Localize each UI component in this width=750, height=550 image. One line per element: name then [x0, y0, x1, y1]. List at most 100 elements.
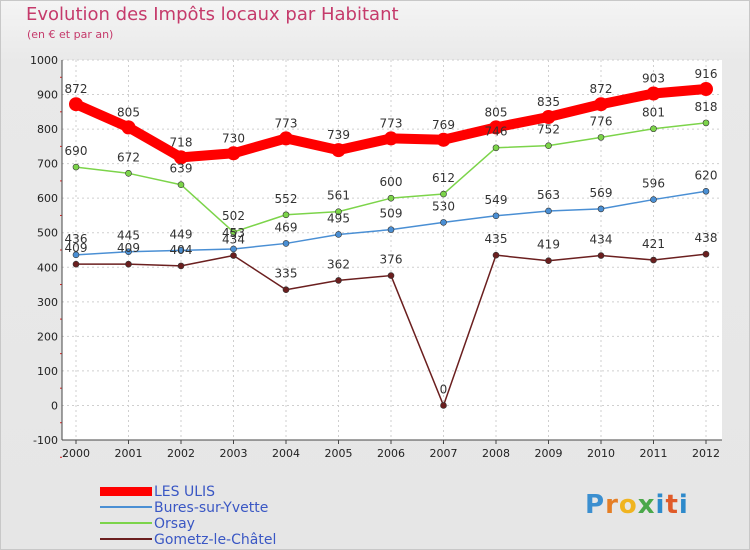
- data-point-orsay: [387, 194, 395, 202]
- data-label-les-ulis: 903: [642, 72, 665, 86]
- data-point-bures-sur-yvette: [702, 187, 710, 195]
- data-point-les-ulis: [331, 143, 346, 158]
- data-point-les-ulis: [436, 132, 451, 147]
- data-label-les-ulis: 739: [327, 128, 350, 142]
- data-label-les-ulis: 805: [485, 105, 508, 119]
- chart-subtitle: (en € et par an): [27, 28, 114, 41]
- logo-letter: t: [665, 490, 679, 520]
- x-tick-label: 2006: [377, 447, 405, 460]
- data-label-gometz-le-chatel: 435: [485, 232, 508, 246]
- data-point-les-ulis: [121, 120, 136, 135]
- data-label-orsay: 672: [117, 150, 140, 164]
- data-point-bures-sur-yvette: [597, 205, 605, 213]
- data-point-orsay: [335, 208, 342, 215]
- data-label-orsay: 552: [275, 192, 298, 206]
- data-label-les-ulis: 730: [222, 131, 245, 145]
- data-label-orsay: 801: [642, 106, 665, 120]
- data-label-orsay: 690: [65, 144, 88, 158]
- data-point-gometz-le-chatel: [335, 277, 342, 284]
- legend-swatch: [100, 487, 152, 496]
- data-label-orsay: 818: [695, 100, 718, 114]
- data-point-les-ulis: [594, 97, 608, 112]
- data-label-les-ulis: 805: [117, 105, 140, 119]
- x-tick-label: 2008: [482, 447, 510, 460]
- data-label-les-ulis: 835: [537, 95, 560, 109]
- data-point-bures-sur-yvette: [282, 240, 290, 247]
- data-label-les-ulis: 916: [695, 67, 718, 81]
- legend-swatch: [100, 538, 152, 540]
- data-label-bures-sur-yvette: 449: [170, 227, 193, 241]
- data-point-les-ulis: [279, 131, 293, 146]
- data-label-gometz-le-chatel: 404: [170, 243, 193, 257]
- data-point-les-ulis: [541, 110, 556, 124]
- data-label-orsay: 561: [327, 189, 350, 203]
- data-point-gometz-le-chatel: [125, 260, 132, 268]
- data-point-gometz-le-chatel: [440, 402, 447, 409]
- data-point-bures-sur-yvette: [545, 207, 552, 215]
- data-point-les-ulis: [384, 131, 398, 146]
- legend-swatch: [100, 506, 152, 508]
- y-tick-label: 1000: [30, 54, 58, 67]
- data-point-les-ulis: [226, 146, 241, 161]
- proxiti-logo: Proxiti: [585, 490, 689, 520]
- data-label-gometz-le-chatel: 419: [537, 238, 560, 252]
- data-label-bures-sur-yvette: 509: [380, 207, 403, 221]
- data-point-bures-sur-yvette: [650, 196, 657, 203]
- y-tick-label: 0: [51, 399, 58, 412]
- x-tick-label: 2009: [535, 447, 563, 460]
- data-point-orsay: [72, 163, 80, 171]
- logo-letter: x: [637, 490, 656, 520]
- data-point-les-ulis: [699, 82, 713, 97]
- data-point-gometz-le-chatel: [702, 250, 710, 258]
- logo-letter: i: [655, 490, 666, 520]
- x-tick-label: 2003: [220, 447, 248, 460]
- data-point-orsay: [492, 144, 500, 152]
- y-tick-label: 400: [37, 261, 58, 274]
- data-point-les-ulis: [69, 97, 83, 112]
- logo-letter: P: [585, 490, 606, 520]
- data-label-bures-sur-yvette: 453: [222, 226, 245, 240]
- data-label-orsay: 746: [485, 125, 508, 139]
- logo-letter: o: [618, 490, 638, 520]
- y-tick-label: 800: [37, 123, 58, 136]
- data-label-orsay: 639: [170, 162, 193, 176]
- y-tick-label: 300: [37, 296, 58, 309]
- data-label-gometz-le-chatel: 0: [440, 382, 448, 396]
- y-tick-label: 600: [37, 192, 58, 205]
- data-label-bures-sur-yvette: 495: [327, 211, 350, 225]
- data-point-orsay: [597, 134, 605, 141]
- data-label-gometz-le-chatel: 409: [65, 241, 88, 255]
- logo-letter: i: [678, 490, 689, 520]
- data-label-orsay: 600: [380, 175, 403, 189]
- data-point-orsay: [440, 190, 447, 198]
- y-tick-label: 900: [37, 89, 58, 102]
- data-label-bures-sur-yvette: 436: [65, 232, 88, 246]
- data-point-gometz-le-chatel: [387, 272, 395, 279]
- legend-swatch: [100, 522, 152, 524]
- data-point-bures-sur-yvette: [335, 231, 342, 238]
- chart-title: Evolution des Impôts locaux par Habitant: [26, 4, 399, 25]
- y-tick-label: 200: [37, 330, 58, 343]
- data-label-orsay: 612: [432, 171, 455, 185]
- data-label-orsay: 502: [222, 209, 245, 223]
- y-tick-label: 700: [37, 158, 58, 171]
- legend-label: Orsay: [154, 516, 195, 532]
- x-tick-label: 2002: [167, 447, 195, 460]
- data-point-orsay: [177, 181, 185, 189]
- data-label-gometz-le-chatel: 421: [642, 237, 665, 251]
- x-tick-label: 2004: [272, 447, 300, 460]
- data-point-orsay: [650, 125, 657, 133]
- data-point-orsay: [545, 142, 552, 149]
- data-label-bures-sur-yvette: 530: [432, 199, 455, 213]
- x-tick-label: 2012: [692, 447, 720, 460]
- data-point-les-ulis: [174, 150, 188, 165]
- data-label-les-ulis: 718: [170, 135, 193, 149]
- data-point-orsay: [702, 119, 710, 127]
- x-tick-label: 2000: [62, 447, 90, 460]
- data-point-bures-sur-yvette: [125, 248, 132, 256]
- x-tick-label: 2011: [640, 447, 668, 460]
- y-tick-label: 100: [37, 365, 58, 378]
- data-label-bures-sur-yvette: 469: [275, 220, 298, 234]
- data-point-bures-sur-yvette: [177, 247, 185, 254]
